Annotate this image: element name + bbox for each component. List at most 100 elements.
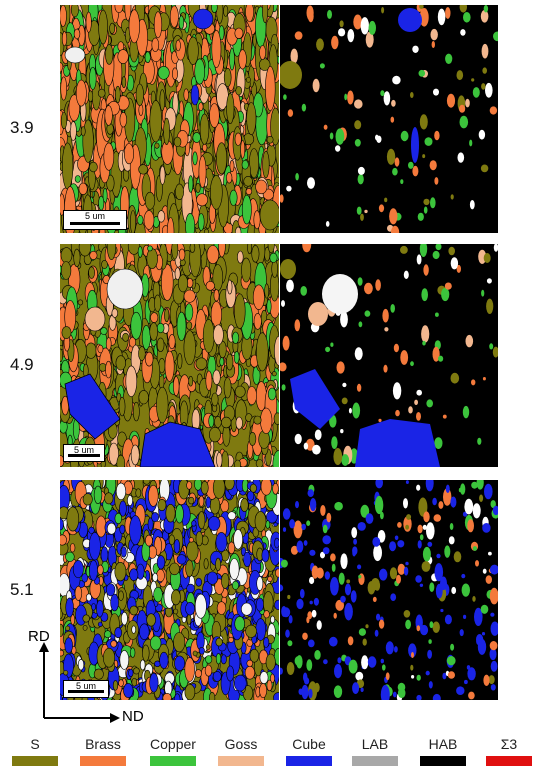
grain <box>280 194 284 203</box>
grain <box>323 659 328 665</box>
grain <box>234 459 242 467</box>
scale-bar-3: 5 um <box>63 680 109 698</box>
grain <box>184 684 196 700</box>
grain <box>338 28 346 37</box>
grain <box>186 481 193 490</box>
grain <box>129 515 142 546</box>
grain <box>233 529 243 550</box>
grain <box>123 683 134 698</box>
grain <box>431 41 435 48</box>
grain <box>329 636 338 647</box>
grain <box>88 526 95 534</box>
grain <box>240 140 246 159</box>
grain <box>357 277 363 286</box>
grain <box>358 628 366 636</box>
grain <box>490 660 498 672</box>
grain <box>198 647 205 655</box>
grain <box>235 86 242 96</box>
grain <box>70 614 75 626</box>
grain <box>450 643 455 651</box>
grain <box>234 385 246 398</box>
grain <box>118 590 124 601</box>
grain <box>69 543 76 553</box>
grain <box>259 45 266 60</box>
grain <box>195 531 204 547</box>
grain <box>133 667 140 675</box>
grain <box>176 554 187 565</box>
legend-swatch-3 <box>218 756 264 766</box>
grain <box>478 129 486 140</box>
grain <box>85 11 92 33</box>
grain <box>228 636 234 643</box>
grain <box>138 164 149 175</box>
grain <box>482 377 486 381</box>
grain <box>339 20 344 28</box>
grain <box>403 566 409 576</box>
grain <box>192 650 198 657</box>
grain <box>280 667 283 675</box>
grain <box>372 537 381 547</box>
axis-arrows <box>39 642 120 723</box>
grain <box>72 560 84 579</box>
grain <box>459 5 467 13</box>
grain <box>139 623 150 640</box>
grain <box>355 671 364 681</box>
grain <box>456 70 464 81</box>
grain <box>260 480 272 496</box>
grain <box>243 176 253 187</box>
grain <box>348 659 358 674</box>
grain <box>129 605 139 616</box>
grain <box>322 535 331 545</box>
grain <box>484 483 493 500</box>
grain <box>405 480 409 484</box>
grain <box>234 27 244 39</box>
grain <box>184 303 194 322</box>
grain <box>416 254 422 265</box>
grain <box>153 294 162 312</box>
grain <box>469 139 473 147</box>
grain <box>392 167 398 176</box>
grain <box>459 629 464 637</box>
grain <box>137 246 143 258</box>
grain <box>246 659 254 667</box>
grain <box>422 546 431 562</box>
grain <box>82 119 94 163</box>
grain <box>233 351 240 364</box>
grain <box>380 511 384 520</box>
grain <box>245 188 253 196</box>
grain <box>128 9 140 44</box>
grain <box>211 5 218 13</box>
grain <box>397 540 405 548</box>
grain <box>311 565 319 579</box>
grain <box>274 537 279 549</box>
grain <box>380 684 390 700</box>
grain <box>211 29 222 69</box>
grain <box>441 287 450 302</box>
grain <box>432 621 440 633</box>
grain <box>421 288 428 302</box>
grain <box>259 58 271 71</box>
grain <box>221 416 232 429</box>
grain <box>408 406 413 414</box>
grain <box>324 571 331 580</box>
white-grain <box>322 274 358 314</box>
grain <box>259 199 279 231</box>
grain <box>467 667 476 681</box>
grain <box>490 684 496 691</box>
grain <box>417 212 424 221</box>
grain <box>357 166 365 175</box>
grain <box>263 591 274 615</box>
grain <box>480 604 489 614</box>
grain <box>330 342 334 347</box>
grain <box>290 48 298 64</box>
grain <box>346 579 351 584</box>
grain <box>323 124 328 130</box>
grain <box>129 568 139 581</box>
grain <box>149 672 159 693</box>
grain <box>218 244 226 258</box>
grain <box>424 137 433 146</box>
grain <box>110 593 119 612</box>
ebsd-map-full-3 <box>60 480 279 700</box>
grain <box>382 308 389 323</box>
grain <box>460 483 466 495</box>
